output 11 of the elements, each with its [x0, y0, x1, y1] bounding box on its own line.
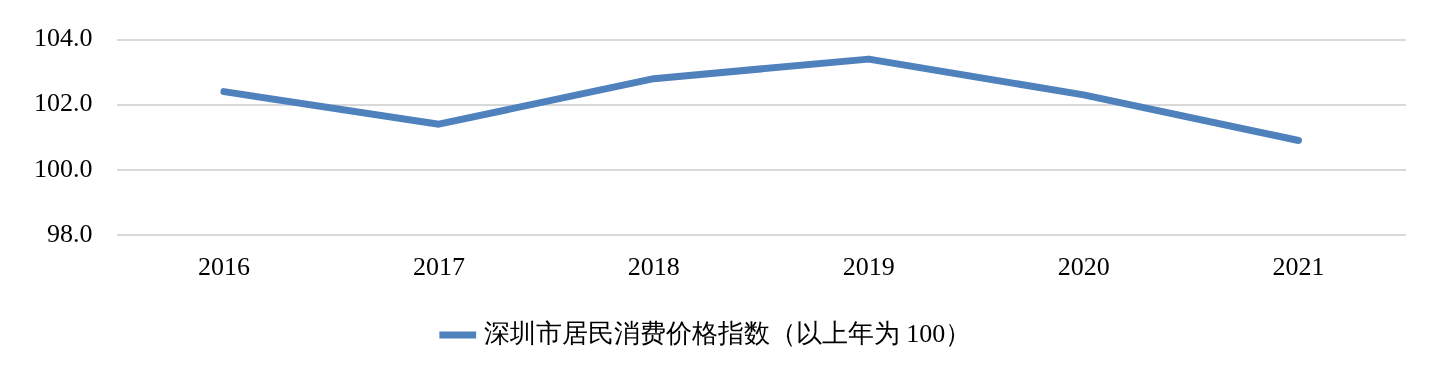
y-tick-label: 102.0 [34, 88, 93, 118]
y-tick-label: 104.0 [34, 23, 93, 53]
x-tick-label: 2016 [197, 252, 250, 282]
x-tick-label: 2021 [1272, 252, 1325, 282]
legend-label: 深圳市居民消费价格指数（以上年为 100） [483, 318, 972, 348]
x-tick-label: 2018 [627, 252, 680, 282]
x-tick-label: 2019 [842, 252, 895, 282]
y-tick-label: 100.0 [34, 153, 93, 183]
x-tick-label: 2020 [1057, 252, 1110, 282]
y-tick-label: 98.0 [47, 218, 93, 248]
x-tick-label: 2017 [412, 252, 465, 282]
